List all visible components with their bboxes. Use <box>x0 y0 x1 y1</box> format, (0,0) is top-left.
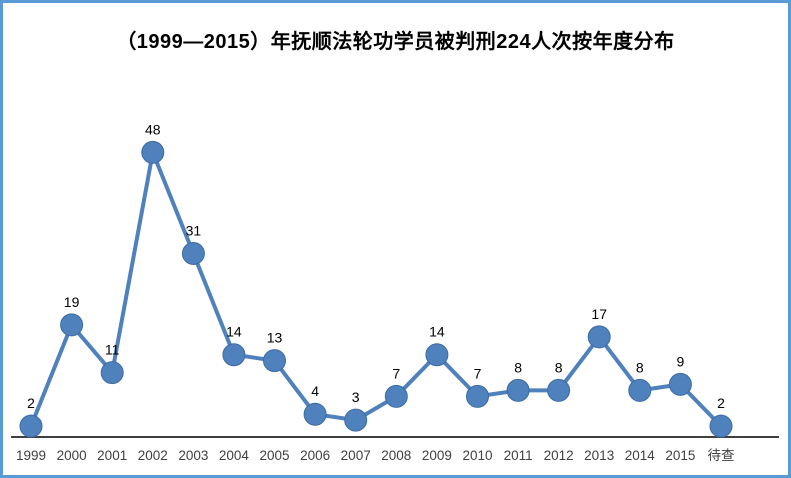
data-point-marker <box>587 325 611 349</box>
data-label: 9 <box>677 353 685 369</box>
data-label: 13 <box>267 330 283 346</box>
x-tick-label: 2008 <box>381 448 411 463</box>
data-point-marker <box>141 140 165 164</box>
x-tick-label: 2001 <box>97 448 127 463</box>
x-tick-label: 2015 <box>665 448 695 463</box>
data-point-marker <box>181 242 205 265</box>
data-label: 17 <box>591 306 607 322</box>
data-label: 31 <box>186 223 202 239</box>
line-chart: 2199919200011200148200231200314200413200… <box>11 121 779 463</box>
data-point-marker <box>344 408 368 432</box>
data-point-marker <box>303 402 327 426</box>
data-point-marker <box>425 343 449 367</box>
chart-title: （1999—2015）年抚顺法轮功学员被判刑224人次按年度分布 <box>116 31 675 53</box>
x-tick-label: 2000 <box>57 448 87 463</box>
data-label: 3 <box>352 389 360 405</box>
data-point-marker <box>628 378 652 402</box>
x-tick-label: 待查 <box>708 448 736 463</box>
x-tick-label: 2007 <box>341 448 371 463</box>
x-tick-label: 2011 <box>504 448 533 463</box>
data-label: 8 <box>636 359 644 375</box>
data-label: 8 <box>555 359 563 375</box>
data-label: 2 <box>27 395 35 411</box>
data-point-marker <box>60 313 84 337</box>
x-tick-label: 2014 <box>625 448 656 463</box>
x-tick-label: 2006 <box>300 448 330 463</box>
x-tick-label: 2010 <box>462 448 492 463</box>
x-tick-label: 2009 <box>422 448 452 463</box>
data-label: 14 <box>226 324 242 340</box>
data-label: 7 <box>474 365 482 381</box>
data-point-marker <box>709 414 733 438</box>
x-tick-label: 1999 <box>16 448 46 463</box>
data-point-marker <box>263 349 286 373</box>
x-tick-label: 2002 <box>138 448 168 463</box>
data-point-marker <box>547 378 571 402</box>
data-point-marker <box>100 361 124 385</box>
x-tick-label: 2003 <box>178 448 208 463</box>
data-label: 11 <box>105 342 120 358</box>
x-tick-label: 2005 <box>259 448 289 463</box>
data-label: 7 <box>392 365 400 381</box>
x-tick-label: 2004 <box>219 448 250 463</box>
data-point-marker <box>384 384 408 408</box>
data-label: 4 <box>311 383 319 399</box>
data-label: 2 <box>717 395 725 411</box>
x-tick-label: 2012 <box>544 448 574 463</box>
line-series <box>29 150 723 429</box>
data-point-marker <box>222 343 246 367</box>
data-label: 8 <box>514 359 522 375</box>
data-point-marker <box>19 414 43 438</box>
data-label: 48 <box>145 121 161 137</box>
data-point-marker <box>506 378 530 402</box>
data-point-marker <box>668 372 692 396</box>
data-point-marker <box>466 384 489 408</box>
data-label: 14 <box>429 324 445 340</box>
x-tick-label: 2013 <box>584 448 614 463</box>
data-label: 19 <box>64 294 80 310</box>
